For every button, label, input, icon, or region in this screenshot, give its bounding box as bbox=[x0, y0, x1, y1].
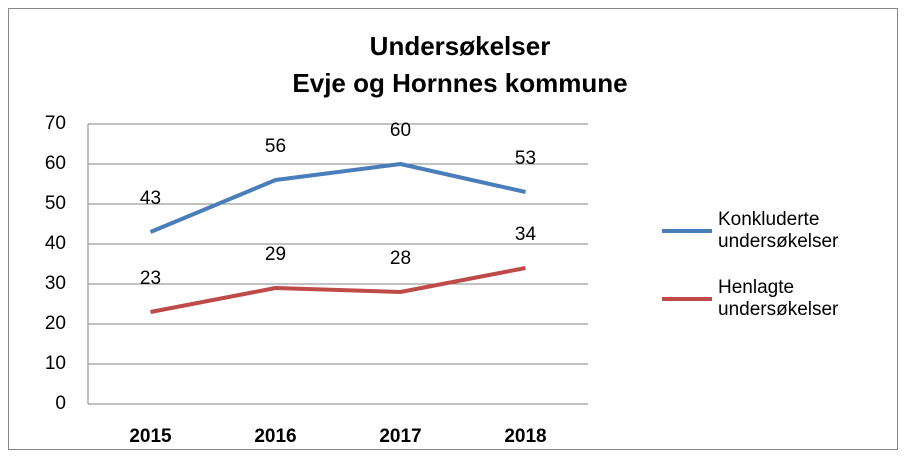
legend-swatch bbox=[662, 297, 712, 301]
y-tick-label: 20 bbox=[45, 313, 66, 334]
y-tick-label: 60 bbox=[45, 153, 66, 174]
data-label: 28 bbox=[390, 248, 411, 269]
data-label: 34 bbox=[515, 224, 537, 245]
series-line bbox=[149, 162, 526, 234]
data-label: 23 bbox=[140, 268, 161, 289]
legend-label: Henlagte undersøkelser bbox=[718, 277, 839, 320]
y-tick-label: 40 bbox=[45, 233, 66, 254]
x-tick-label: 2015 bbox=[129, 426, 172, 447]
data-label: 53 bbox=[515, 148, 536, 169]
data-label: 56 bbox=[265, 136, 286, 157]
y-tick-label: 10 bbox=[45, 353, 66, 374]
y-tick-label: 30 bbox=[45, 273, 66, 294]
legend-label: Konkluderte undersøkelser bbox=[718, 209, 839, 252]
x-tick-label: 2016 bbox=[254, 426, 296, 447]
x-tick-label: 2018 bbox=[504, 426, 546, 447]
legend-swatch bbox=[662, 229, 712, 233]
series-line bbox=[150, 266, 526, 314]
data-label: 43 bbox=[140, 188, 161, 209]
y-tick-label: 70 bbox=[45, 113, 66, 134]
legend-item: Henlagte undersøkelser bbox=[662, 277, 888, 321]
data-label: 60 bbox=[390, 120, 411, 141]
chart-subtitle: Evje og Hornnes kommune bbox=[292, 68, 627, 98]
chart-title: Undersøkelser bbox=[370, 31, 551, 61]
y-tick-label: 0 bbox=[55, 393, 66, 414]
data-label: 29 bbox=[265, 244, 286, 265]
y-tick-label: 50 bbox=[45, 193, 66, 214]
x-tick-label: 2017 bbox=[379, 426, 421, 447]
legend-item: Konkluderte undersøkelser bbox=[662, 209, 888, 253]
